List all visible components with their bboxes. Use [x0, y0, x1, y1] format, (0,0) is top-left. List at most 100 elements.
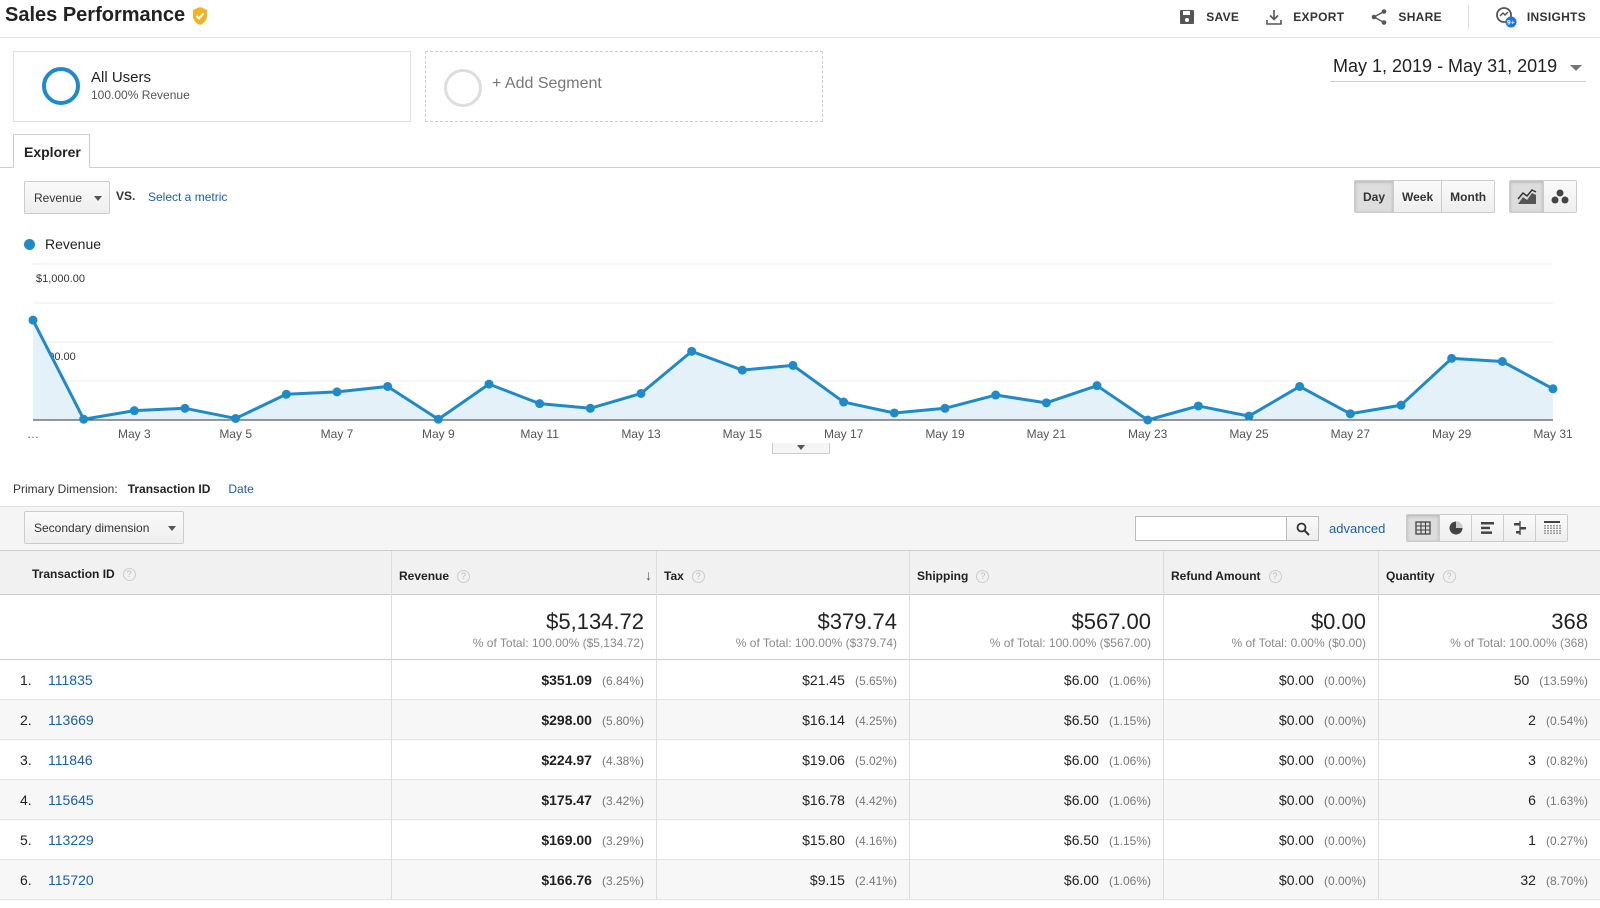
column-header-tax[interactable]: Tax?: [656, 551, 909, 595]
data-point[interactable]: [1447, 353, 1457, 363]
help-icon[interactable]: ?: [1442, 570, 1456, 583]
data-point[interactable]: [28, 315, 38, 325]
refund-percent: (0.00%): [1323, 754, 1366, 768]
help-icon[interactable]: ?: [976, 570, 990, 583]
transaction-id-link[interactable]: 113669: [48, 712, 94, 728]
help-icon[interactable]: ?: [1268, 570, 1282, 583]
transaction-id-link[interactable]: 111846: [48, 752, 93, 768]
share-button[interactable]: SHARE: [1370, 8, 1442, 26]
data-point[interactable]: [1548, 384, 1558, 394]
x-tick-label: …: [27, 427, 39, 441]
tab-divider: [0, 167, 1600, 168]
advanced-filter-link[interactable]: advanced: [1329, 521, 1386, 536]
column-header-transaction-id[interactable]: Transaction ID?: [0, 551, 391, 595]
shipping-cell: $6.00 (1.06%): [909, 780, 1163, 820]
tax-value: $9.15: [809, 872, 845, 888]
revenue-value: $224.97: [541, 752, 592, 768]
data-point[interactable]: [1244, 411, 1254, 421]
performance-view-button[interactable]: [1471, 515, 1503, 541]
data-point[interactable]: [788, 360, 798, 370]
empty-segment-ring-icon: [444, 69, 482, 107]
data-point[interactable]: [433, 414, 443, 424]
comparison-icon: [1513, 521, 1526, 535]
help-icon[interactable]: ?: [457, 570, 471, 583]
data-point[interactable]: [1193, 401, 1203, 411]
tax-value: $21.45: [802, 672, 845, 688]
data-table-view-button[interactable]: [1407, 515, 1439, 541]
search-button[interactable]: [1286, 516, 1319, 541]
transaction-id-link[interactable]: 111835: [48, 672, 93, 688]
qty-percent: (0.27%): [1545, 834, 1588, 848]
data-point[interactable]: [1092, 381, 1102, 391]
data-point[interactable]: [484, 379, 494, 389]
line-chart-button[interactable]: [1510, 181, 1543, 212]
save-button[interactable]: SAVE: [1178, 8, 1239, 26]
select-metric-link[interactable]: Select a metric: [148, 190, 228, 204]
tab-explorer[interactable]: Explorer: [13, 134, 90, 168]
help-icon[interactable]: ?: [691, 570, 705, 583]
refund-cell: $0.00 (0.00%): [1163, 860, 1378, 900]
data-point[interactable]: [79, 414, 89, 424]
qty-cell: 6 (1.63%): [1378, 780, 1600, 820]
data-point[interactable]: [1345, 409, 1355, 419]
data-point[interactable]: [1295, 381, 1305, 391]
x-tick-label: May 7: [321, 427, 354, 441]
day-button[interactable]: Day: [1355, 181, 1394, 212]
column-header-revenue[interactable]: Revenue? ↓: [391, 551, 656, 595]
data-point[interactable]: [1396, 400, 1406, 410]
data-point[interactable]: [585, 403, 595, 413]
data-point[interactable]: [1041, 398, 1051, 408]
tax-percent: (5.02%): [854, 754, 897, 768]
chart-type-toggle: [1509, 180, 1577, 213]
export-button[interactable]: EXPORT: [1265, 8, 1344, 26]
data-point[interactable]: [129, 406, 139, 416]
data-point[interactable]: [889, 408, 899, 418]
secondary-dimension-select[interactable]: Secondary dimension: [24, 511, 184, 544]
transaction-id-link[interactable]: 115645: [48, 792, 94, 808]
transaction-id-link[interactable]: 115720: [48, 872, 94, 888]
metric-select[interactable]: Revenue: [24, 181, 110, 214]
data-point[interactable]: [1143, 415, 1153, 425]
column-header-refund-amount[interactable]: Refund Amount?: [1163, 551, 1378, 595]
column-header-shipping[interactable]: Shipping?: [909, 551, 1163, 595]
data-point[interactable]: [1497, 357, 1507, 366]
table-row: 5. 113229 $169.00 (3.29%) $15.80 (4.16%) $6.50…: [0, 820, 1600, 860]
date-range-picker[interactable]: May 1, 2019 - May 31, 2019: [1330, 52, 1586, 82]
table-search-input[interactable]: [1135, 516, 1287, 541]
week-button[interactable]: Week: [1393, 181, 1442, 212]
revenue-value: $175.47: [541, 792, 592, 808]
data-point[interactable]: [332, 387, 342, 397]
data-point[interactable]: [535, 399, 545, 409]
help-icon[interactable]: ?: [122, 568, 136, 581]
month-button[interactable]: Month: [1441, 181, 1495, 212]
data-point[interactable]: [180, 403, 190, 413]
column-header-quantity[interactable]: Quantity?: [1378, 551, 1600, 595]
chart-collapse-handle[interactable]: [772, 443, 830, 454]
primary-dimension-date-link[interactable]: Date: [228, 482, 254, 496]
insights-button[interactable]: 9+ INSIGHTS: [1495, 6, 1586, 28]
add-segment-button[interactable]: + Add Segment: [425, 51, 823, 122]
data-point[interactable]: [940, 403, 950, 413]
data-point[interactable]: [636, 388, 646, 398]
x-tick-label: May 27: [1331, 427, 1371, 441]
data-point[interactable]: [991, 390, 1001, 400]
segment-ring-icon: [42, 67, 80, 105]
shipping-value: $6.00: [1063, 792, 1099, 808]
data-point[interactable]: [737, 365, 747, 375]
tax-cell: $9.15 (2.41%): [656, 860, 909, 900]
data-point[interactable]: [383, 381, 393, 391]
y-tick-label: $1,000.00: [36, 273, 85, 285]
comparison-view-button[interactable]: [1503, 515, 1535, 541]
pie-view-button[interactable]: [1439, 515, 1471, 541]
pivot-view-button[interactable]: [1535, 515, 1567, 541]
data-point[interactable]: [281, 389, 291, 399]
transaction-id-link[interactable]: 113229: [48, 832, 94, 848]
data-point[interactable]: [839, 397, 849, 407]
data-point[interactable]: [231, 413, 241, 423]
qty-value: 3: [1528, 752, 1536, 768]
motion-chart-button[interactable]: [1543, 181, 1576, 212]
tax-percent: (5.65%): [854, 674, 897, 688]
segment-all-users[interactable]: All Users 100.00% Revenue: [13, 51, 411, 122]
data-point[interactable]: [687, 346, 697, 356]
refund-percent: (0.00%): [1323, 794, 1366, 808]
